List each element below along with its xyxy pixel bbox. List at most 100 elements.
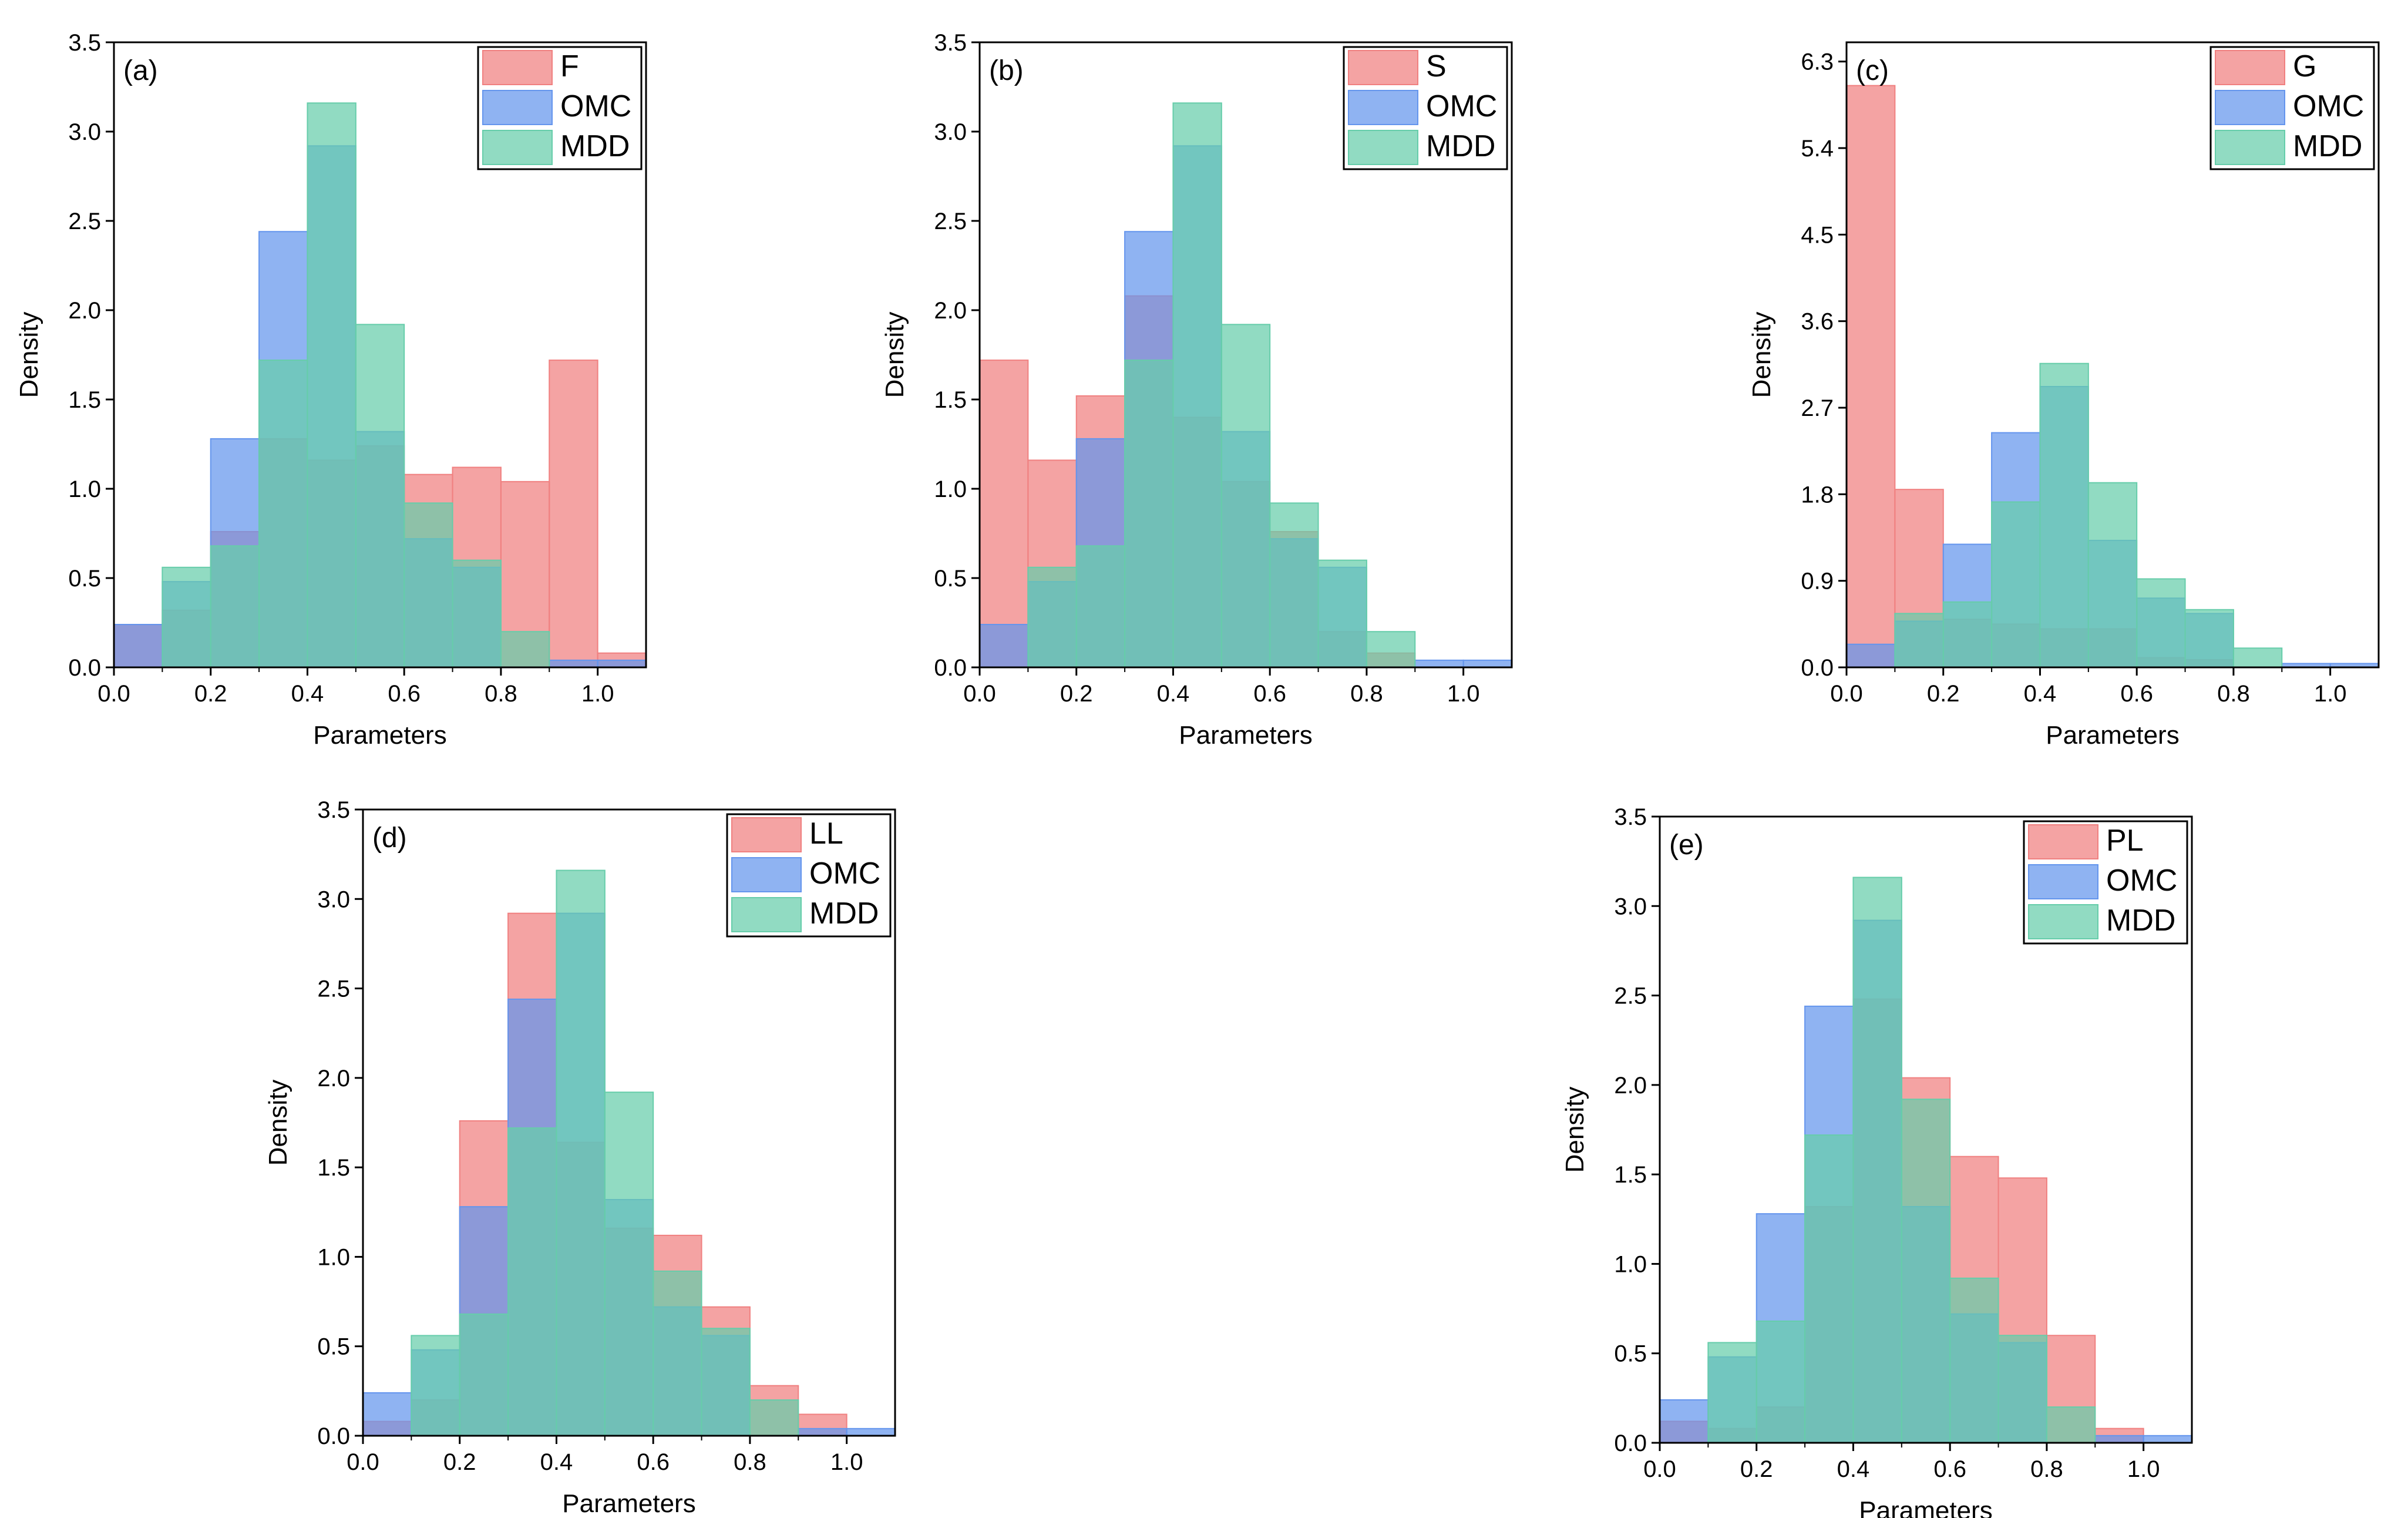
histogram-bar [749, 1399, 799, 1436]
y-axis-title: Density [880, 312, 909, 398]
series-MDD [162, 102, 550, 669]
histogram-bar [1414, 659, 1464, 668]
y-axis-title: Density [15, 312, 43, 398]
histogram-bar [1997, 1335, 2047, 1443]
histogram-bar [1124, 360, 1174, 668]
legend-label: OMC [1426, 89, 1497, 123]
histogram-bar [1462, 659, 1513, 668]
histogram-bar [798, 1428, 847, 1436]
x-tick-label: 0.4 [291, 681, 324, 707]
histogram-bar [210, 545, 260, 669]
histogram-bar [597, 659, 647, 668]
panel-1: 0.0 0.2 0.4 0.6 0.8 1.0 0.0 0.5 1.0 1.5 2.0 2.5 3.0 3… [880, 30, 1513, 750]
panel-4: 0.0 0.2 0.4 0.6 0.8 1.0 0.0 0.5 1.0 1.5 2.0 2.5 3.0 3… [1561, 804, 2193, 1518]
legend: S OMC MDD [1343, 46, 1508, 170]
x-tick-label: 1.0 [830, 1449, 863, 1475]
x-tick-label: 0.6 [1253, 681, 1286, 707]
y-tick-label: 2.5 [68, 209, 101, 234]
y-axis-title: Density [1747, 312, 1776, 398]
y-tick-label: 3.0 [317, 886, 350, 912]
y-tick-label: 3.0 [934, 119, 967, 145]
legend-label: OMC [2293, 89, 2364, 123]
histogram-bar [2094, 1435, 2144, 1443]
series-MDD [1707, 876, 2096, 1444]
histogram-bar [1942, 601, 1993, 668]
series-MDD [411, 869, 799, 1437]
series-MDD [1894, 362, 2283, 669]
y-tick-label: 0.5 [317, 1334, 350, 1360]
x-axis-title: Parameters [1859, 1496, 1992, 1518]
y-tick-label: 3.5 [68, 30, 101, 56]
legend-swatch [2215, 130, 2285, 165]
y-tick-label: 2.5 [317, 976, 350, 1002]
x-tick-label: 0.0 [347, 1449, 379, 1475]
panel-label: (e) [1669, 829, 1704, 861]
y-tick-label: 1.0 [1614, 1251, 1647, 1277]
histogram-bar [162, 566, 211, 669]
legend-label: LL [809, 817, 843, 851]
y-tick-label: 3.5 [1614, 804, 1647, 830]
legend-swatch [731, 857, 802, 892]
histogram-bar [979, 360, 1029, 668]
x-tick-label: 0.2 [1060, 681, 1093, 707]
y-tick-label: 2.7 [1801, 395, 1834, 421]
histogram-bar [1894, 613, 1944, 668]
x-tick-label: 0.8 [734, 1449, 766, 1475]
legend-label: MDD [2293, 129, 2362, 163]
panel-0: 0.0 0.2 0.4 0.6 0.8 1.0 0.0 0.5 1.0 1.5 2.0 2.5 3.0 3… [15, 30, 647, 750]
y-tick-label: 1.5 [1614, 1162, 1647, 1188]
legend: PL OMC MDD [2023, 820, 2188, 945]
histogram-bar [604, 1092, 654, 1437]
histogram-bar [2046, 1406, 2096, 1443]
x-tick-label: 0.8 [1350, 681, 1383, 707]
legend: LL OMC MDD [726, 813, 892, 938]
y-tick-label: 6.3 [1801, 49, 1834, 75]
legend-swatch [1348, 130, 1418, 165]
x-tick-label: 0.0 [97, 681, 130, 707]
legend-swatch [1348, 90, 1418, 125]
legend-label: S [1426, 49, 1447, 83]
y-tick-label: 2.5 [1614, 983, 1647, 1009]
legend-label: PL [2106, 824, 2144, 858]
y-axis-title: Density [1561, 1087, 1589, 1173]
y-tick-label: 3.5 [317, 797, 350, 823]
histogram-bar [1852, 876, 1902, 1444]
histogram-bar [1366, 631, 1416, 668]
x-tick-label: 0.0 [1643, 1456, 1676, 1482]
histogram-bar [1991, 501, 2041, 668]
histogram-bar [452, 559, 502, 668]
histogram-bar [1846, 85, 1896, 668]
legend-label: F [560, 49, 579, 83]
histogram-bar [1804, 1134, 1854, 1443]
legend-swatch [2215, 90, 2285, 125]
x-tick-label: 0.6 [1933, 1456, 1966, 1482]
histogram-bar [1755, 1320, 1806, 1443]
y-tick-label: 0.9 [1801, 569, 1834, 595]
legend-swatch [2028, 904, 2098, 939]
y-tick-label: 2.0 [317, 1066, 350, 1092]
x-tick-label: 0.6 [637, 1449, 670, 1475]
y-tick-label: 0.5 [1614, 1341, 1647, 1367]
x-tick-label: 1.0 [2314, 681, 2347, 707]
histogram-bar [500, 631, 550, 668]
histogram-bar [1269, 502, 1319, 668]
x-tick-label: 1.0 [2127, 1456, 2160, 1482]
y-axis-title: Density [264, 1080, 292, 1166]
x-tick-label: 0.2 [1927, 681, 1960, 707]
legend-label: MDD [1426, 129, 1495, 163]
legend: G OMC MDD [2209, 46, 2375, 170]
y-tick-label: 2.5 [934, 209, 967, 234]
x-axis-title: Parameters [562, 1489, 695, 1518]
x-tick-label: 0.2 [1740, 1456, 1773, 1482]
histogram-bar [2232, 647, 2283, 669]
y-tick-label: 1.5 [68, 387, 101, 413]
y-tick-label: 2.0 [934, 298, 967, 324]
x-tick-label: 1.0 [1447, 681, 1480, 707]
y-tick-label: 1.0 [934, 476, 967, 502]
histogram-bar [846, 1428, 896, 1436]
legend-label: OMC [2106, 864, 2177, 898]
series-MDD [1027, 102, 1416, 669]
y-tick-label: 1.0 [68, 476, 101, 502]
histogram-bar [549, 659, 598, 668]
y-tick-label: 5.4 [1801, 136, 1834, 162]
